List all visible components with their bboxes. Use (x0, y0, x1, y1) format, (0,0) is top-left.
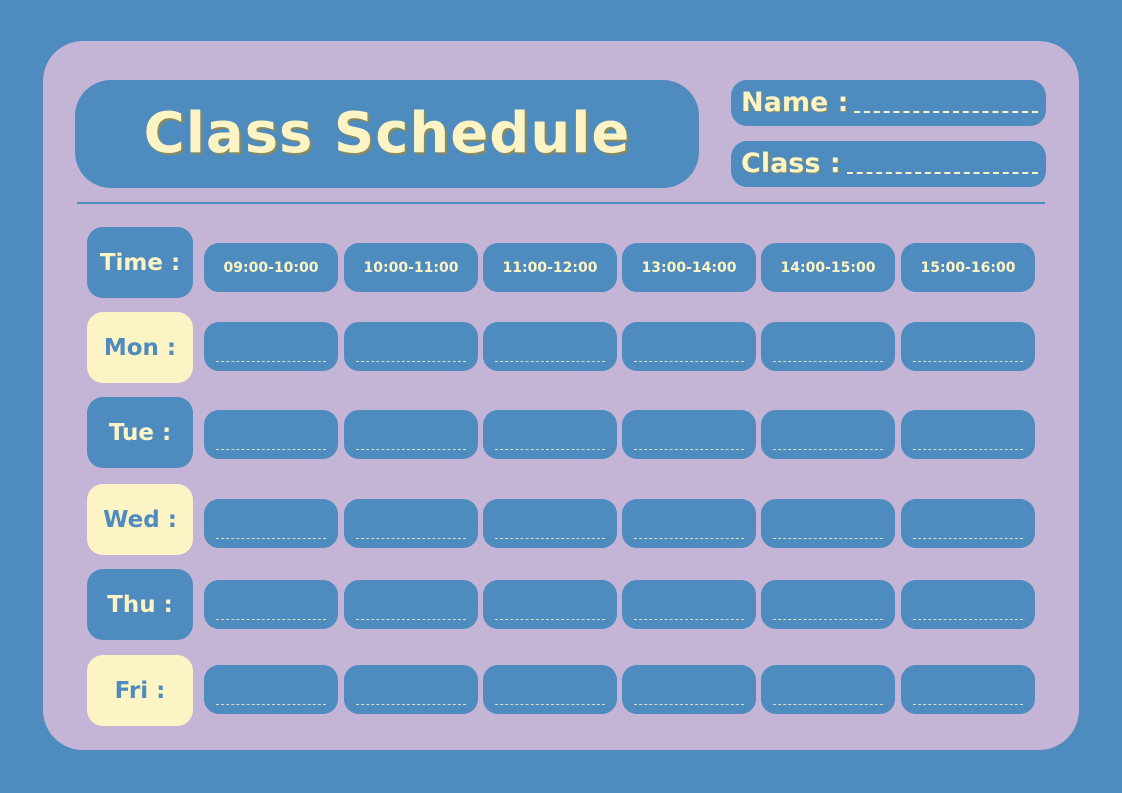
schedule-cell[interactable] (344, 322, 478, 371)
class-blank-line[interactable] (846, 172, 1038, 174)
blank-line (495, 538, 605, 539)
schedule-cell[interactable] (204, 580, 338, 629)
schedule-cell[interactable] (344, 410, 478, 459)
blank-line (356, 361, 466, 362)
schedule-cell[interactable] (483, 665, 617, 714)
blank-line (634, 619, 744, 620)
schedule-cell[interactable] (344, 665, 478, 714)
schedule-cell[interactable] (761, 410, 895, 459)
page-title: Class Schedule (143, 101, 631, 166)
blank-line (356, 619, 466, 620)
schedule-cell[interactable] (622, 580, 756, 629)
schedule-cell[interactable] (344, 580, 478, 629)
schedule-cell[interactable] (622, 665, 756, 714)
blank-line (913, 538, 1023, 539)
schedule-cell[interactable] (901, 580, 1035, 629)
time-slot-header: 14:00-15:00 (761, 243, 895, 292)
blank-line (634, 538, 744, 539)
schedule-cell[interactable] (483, 580, 617, 629)
blank-line (216, 619, 326, 620)
schedule-cell[interactable] (622, 499, 756, 548)
schedule-cell[interactable] (901, 499, 1035, 548)
schedule-cell[interactable] (204, 322, 338, 371)
schedule-cell[interactable] (483, 410, 617, 459)
blank-line (913, 449, 1023, 450)
blank-line (495, 619, 605, 620)
schedule-cell[interactable] (761, 322, 895, 371)
blank-line (773, 619, 883, 620)
day-label: Fri : (87, 655, 193, 726)
blank-line (634, 449, 744, 450)
schedule-cell[interactable] (761, 580, 895, 629)
time-slot-header: 15:00-16:00 (901, 243, 1035, 292)
blank-line (495, 449, 605, 450)
blank-line (773, 704, 883, 705)
blank-line (773, 361, 883, 362)
name-field[interactable]: Name : (731, 80, 1046, 126)
time-slot-header: 11:00-12:00 (483, 243, 617, 292)
time-header-label: Time : (87, 227, 193, 298)
schedule-cell[interactable] (622, 410, 756, 459)
time-slot-header: 13:00-14:00 (622, 243, 756, 292)
blank-line (913, 619, 1023, 620)
schedule-cell[interactable] (622, 322, 756, 371)
blank-line (495, 361, 605, 362)
day-label: Thu : (87, 569, 193, 640)
time-slot-header: 09:00-10:00 (204, 243, 338, 292)
schedule-cell[interactable] (204, 499, 338, 548)
schedule-cell[interactable] (344, 499, 478, 548)
blank-line (216, 538, 326, 539)
class-field[interactable]: Class : (731, 141, 1046, 187)
schedule-cell[interactable] (204, 665, 338, 714)
blank-line (356, 449, 466, 450)
blank-line (913, 361, 1023, 362)
schedule-cell[interactable] (761, 499, 895, 548)
schedule-cell[interactable] (483, 499, 617, 548)
schedule-cell[interactable] (901, 665, 1035, 714)
time-slot-header: 10:00-11:00 (344, 243, 478, 292)
blank-line (634, 704, 744, 705)
day-label: Mon : (87, 312, 193, 383)
blank-line (773, 538, 883, 539)
name-blank-line[interactable] (854, 111, 1038, 113)
blank-line (216, 704, 326, 705)
blank-line (773, 449, 883, 450)
schedule-cell[interactable] (901, 410, 1035, 459)
schedule-cell[interactable] (483, 322, 617, 371)
blank-line (356, 538, 466, 539)
divider (77, 202, 1045, 204)
day-label: Wed : (87, 484, 193, 555)
blank-line (356, 704, 466, 705)
blank-line (913, 704, 1023, 705)
blank-line (216, 361, 326, 362)
schedule-cell[interactable] (204, 410, 338, 459)
schedule-cell[interactable] (901, 322, 1035, 371)
blank-line (634, 361, 744, 362)
day-label: Tue : (87, 397, 193, 468)
blank-line (495, 704, 605, 705)
blank-line (216, 449, 326, 450)
class-label: Class : (741, 148, 841, 179)
name-label: Name : (741, 87, 849, 118)
schedule-cell[interactable] (761, 665, 895, 714)
title-banner: Class Schedule (75, 80, 699, 188)
